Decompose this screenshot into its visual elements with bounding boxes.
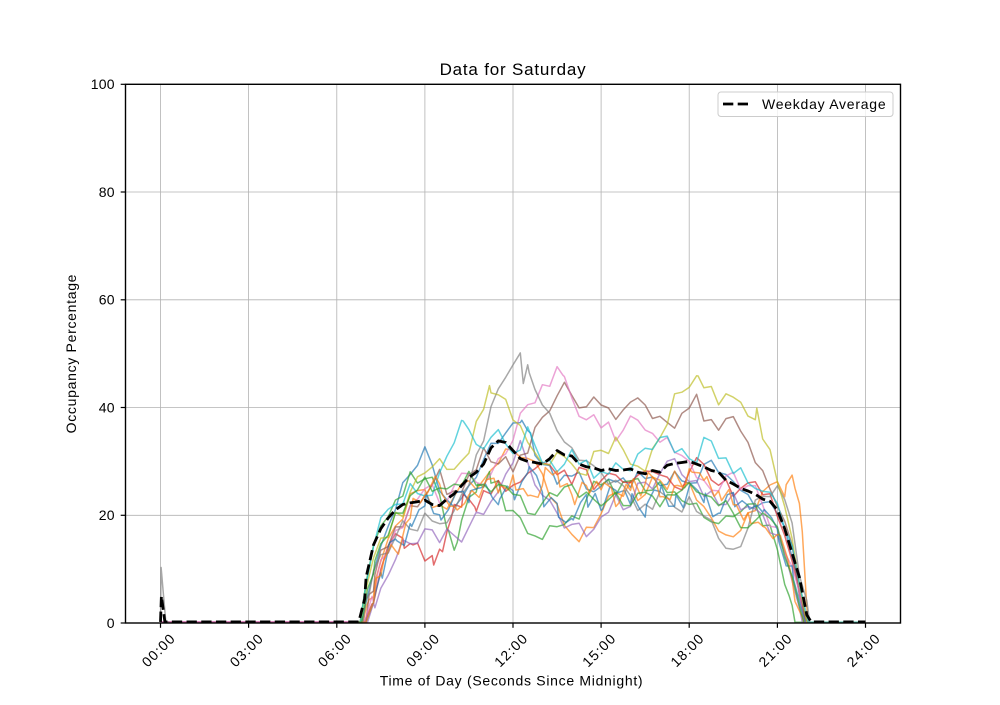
svg-text:0: 0 xyxy=(107,615,115,631)
svg-text:100: 100 xyxy=(91,76,115,92)
svg-text:60: 60 xyxy=(99,292,115,308)
svg-text:Occupancy Percentage: Occupancy Percentage xyxy=(63,274,79,434)
svg-text:80: 80 xyxy=(99,184,115,200)
svg-text:20: 20 xyxy=(99,507,115,523)
svg-text:Weekday Average: Weekday Average xyxy=(762,96,886,112)
svg-text:40: 40 xyxy=(99,399,115,415)
svg-text:Data for Saturday: Data for Saturday xyxy=(440,60,587,79)
svg-text:Time of Day (Seconds Since Mid: Time of Day (Seconds Since Midnight) xyxy=(380,673,644,689)
